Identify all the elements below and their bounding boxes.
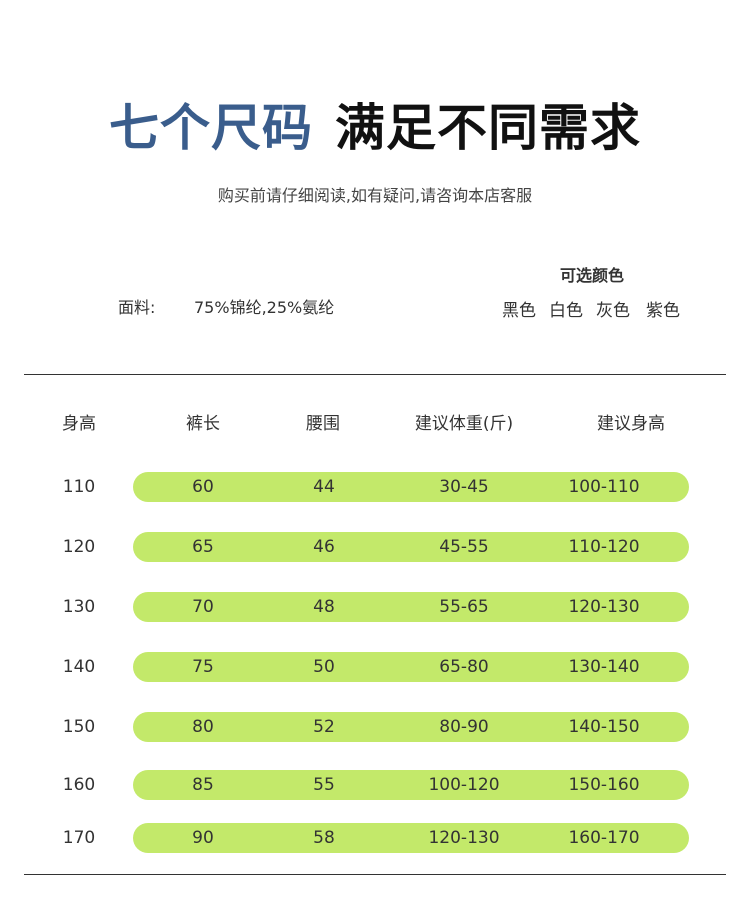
- cell-weight: 65-80: [439, 657, 489, 677]
- cell-waist: 48: [313, 597, 335, 617]
- table-row: [133, 652, 689, 682]
- cell-pants-length: 70: [192, 597, 214, 617]
- table-bottom-divider: [24, 874, 726, 875]
- cell-waist: 46: [313, 537, 335, 557]
- cell-weight: 120-130: [428, 828, 500, 848]
- cell-height: 170: [62, 828, 96, 848]
- color-option-white: 白色: [549, 301, 583, 321]
- cell-pants-length: 75: [192, 657, 214, 677]
- color-options: 黑色 白色 灰色 紫色: [502, 296, 680, 321]
- cell-weight: 80-90: [439, 717, 489, 737]
- table-row: [133, 712, 689, 742]
- color-option-purple: 紫色: [646, 301, 680, 321]
- cell-height: 130: [62, 597, 96, 617]
- cell-waist: 50: [313, 657, 335, 677]
- cell-height: 140: [62, 657, 96, 677]
- cell-waist: 58: [313, 828, 335, 848]
- cell-pants-length: 85: [192, 775, 214, 795]
- cell-weight: 55-65: [439, 597, 489, 617]
- cell-suggested-height: 160-170: [568, 828, 640, 848]
- table-row: [133, 823, 689, 853]
- cell-weight: 45-55: [439, 537, 489, 557]
- cell-height: 110: [62, 477, 96, 497]
- color-option-black: 黑色: [502, 301, 536, 321]
- table-row: [133, 770, 689, 800]
- cell-pants-length: 65: [192, 537, 214, 557]
- cell-height: 160: [62, 775, 96, 795]
- cell-waist: 44: [313, 477, 335, 497]
- fabric-label: 面料:: [118, 298, 156, 317]
- fabric-value: 75%锦纶,25%氨纶: [194, 298, 335, 317]
- header-height: 身高: [62, 414, 96, 434]
- cell-suggested-height: 120-130: [568, 597, 640, 617]
- cell-pants-length: 60: [192, 477, 214, 497]
- cell-suggested-height: 150-160: [568, 775, 640, 795]
- header-suggested-weight: 建议体重(斤): [414, 414, 514, 434]
- table-top-divider: [24, 374, 726, 375]
- headline-part-1: 七个尺码: [109, 99, 313, 157]
- cell-suggested-height: 130-140: [568, 657, 640, 677]
- cell-weight: 100-120: [428, 775, 500, 795]
- cell-height: 120: [62, 537, 96, 557]
- table-row: [133, 472, 689, 502]
- colors-title: 可选颜色: [559, 266, 624, 285]
- headline-part-2: 满足不同需求: [335, 99, 641, 157]
- cell-suggested-height: 140-150: [568, 717, 640, 737]
- header-waist: 腰围: [306, 414, 340, 434]
- table-row: [133, 592, 689, 622]
- header-pants-length: 裤长: [186, 414, 220, 434]
- subtitle-notice: 购买前请仔细阅读,如有疑问,请咨询本店客服: [217, 186, 533, 205]
- table-row: [133, 532, 689, 562]
- cell-pants-length: 90: [192, 828, 214, 848]
- cell-pants-length: 80: [192, 717, 214, 737]
- page-headline: 七个尺码 满足不同需求: [0, 98, 750, 158]
- header-suggested-height: 建议身高: [597, 414, 665, 434]
- cell-waist: 55: [313, 775, 335, 795]
- cell-suggested-height: 100-110: [568, 477, 640, 497]
- cell-waist: 52: [313, 717, 335, 737]
- cell-suggested-height: 110-120: [568, 537, 640, 557]
- cell-weight: 30-45: [439, 477, 489, 497]
- color-option-gray: 灰色: [596, 301, 630, 321]
- cell-height: 150: [62, 717, 96, 737]
